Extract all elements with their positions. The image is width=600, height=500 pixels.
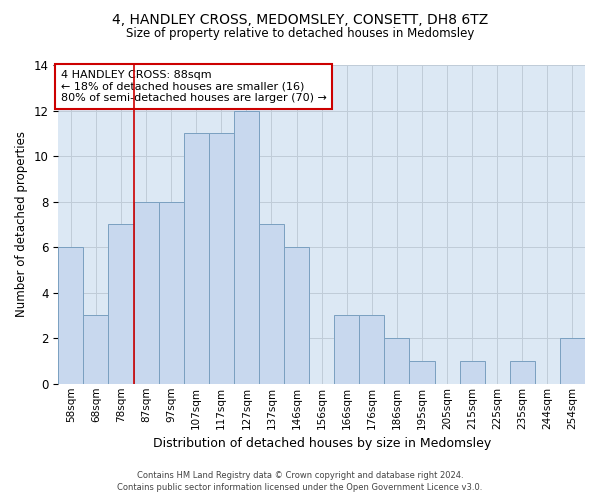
Bar (460, 361, 485, 384)
Bar (385, 338, 409, 384)
Text: Contains HM Land Registry data © Crown copyright and database right 2024.
Contai: Contains HM Land Registry data © Crown c… (118, 471, 482, 492)
Y-axis label: Number of detached properties: Number of detached properties (15, 132, 28, 318)
X-axis label: Distribution of detached houses by size in Medomsley: Distribution of detached houses by size … (152, 437, 491, 450)
Bar (259, 224, 284, 384)
Bar (83, 316, 109, 384)
Bar (184, 134, 209, 384)
Text: Size of property relative to detached houses in Medomsley: Size of property relative to detached ho… (126, 28, 474, 40)
Text: 4 HANDLEY CROSS: 88sqm
← 18% of detached houses are smaller (16)
80% of semi-det: 4 HANDLEY CROSS: 88sqm ← 18% of detached… (61, 70, 327, 103)
Bar (334, 316, 359, 384)
Bar (158, 202, 184, 384)
Bar (109, 224, 134, 384)
Bar (510, 361, 535, 384)
Bar (284, 247, 309, 384)
Bar (560, 338, 585, 384)
Bar (359, 316, 385, 384)
Bar (234, 110, 259, 384)
Text: 4, HANDLEY CROSS, MEDOMSLEY, CONSETT, DH8 6TZ: 4, HANDLEY CROSS, MEDOMSLEY, CONSETT, DH… (112, 12, 488, 26)
Bar (409, 361, 434, 384)
Bar (209, 134, 234, 384)
Bar (134, 202, 158, 384)
Bar (58, 247, 83, 384)
